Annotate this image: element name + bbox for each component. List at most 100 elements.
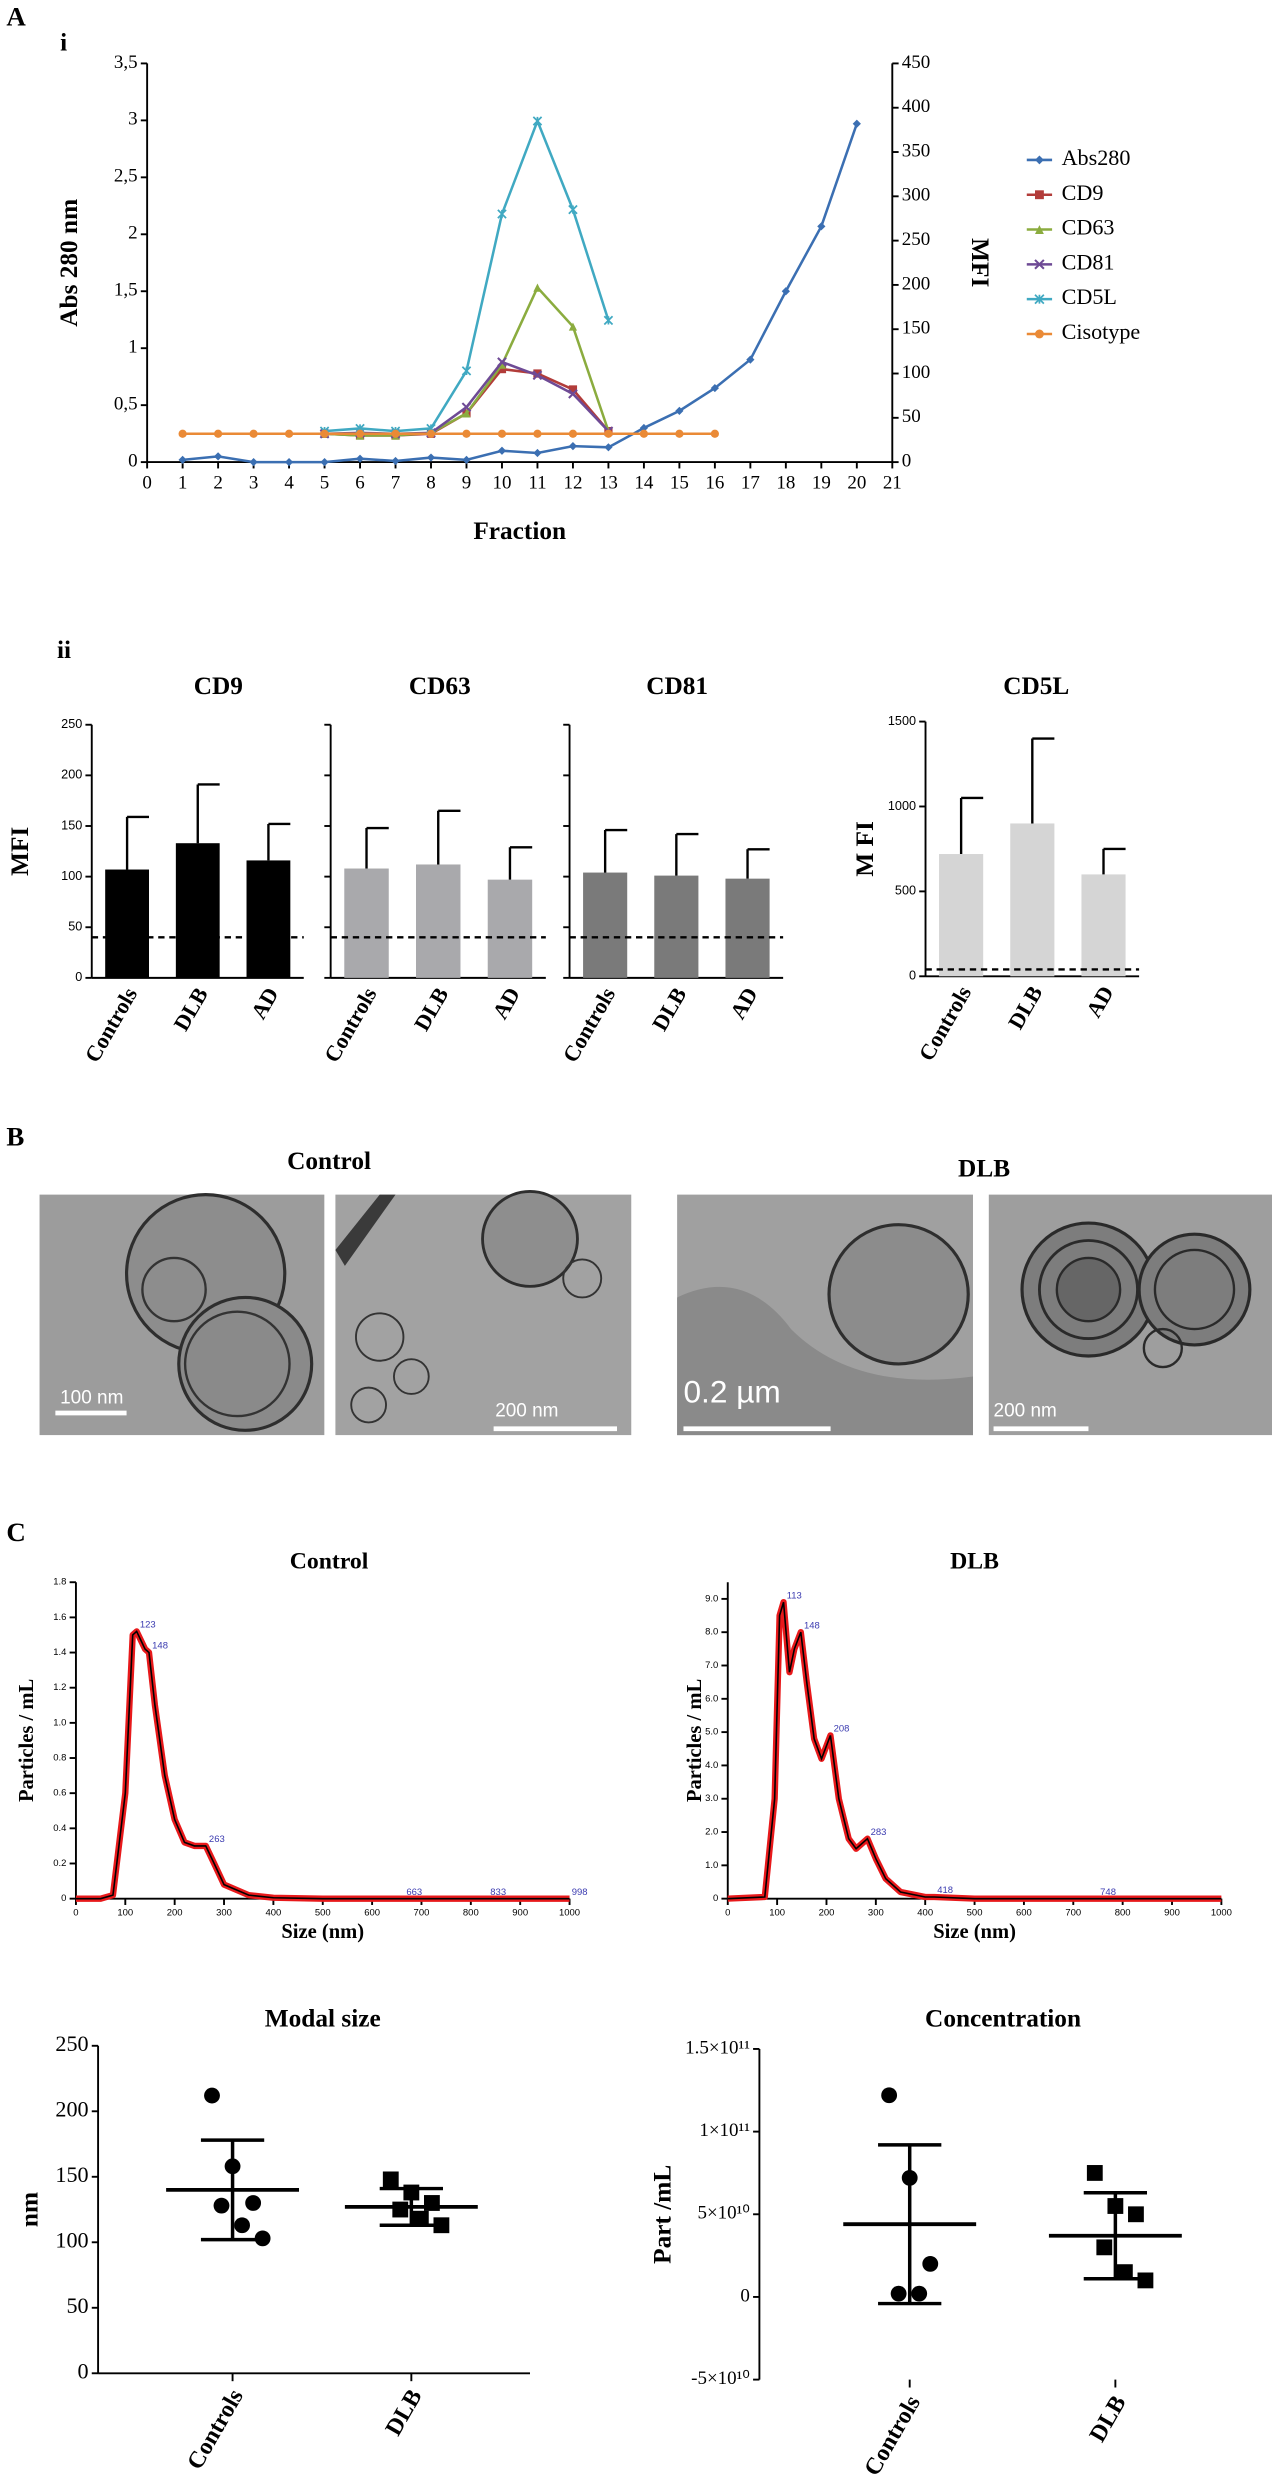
y-tick-label: 3,5 — [114, 52, 138, 73]
annotation: 418 — [937, 1885, 953, 1896]
marker — [533, 283, 542, 292]
marker — [568, 389, 578, 399]
x-tick-label: DLB — [647, 983, 692, 1035]
error-bar — [437, 809, 461, 865]
y-tick-label: 500 — [895, 884, 916, 898]
error-bar — [267, 822, 291, 861]
scale-bar-label: 200 nm — [495, 1400, 558, 1421]
marker — [392, 2201, 409, 2218]
marker — [852, 119, 861, 128]
bar — [416, 864, 461, 978]
x-tick-label: 300 — [216, 1907, 232, 1918]
x-tick-label: 100 — [769, 1907, 785, 1918]
annotation: 998 — [572, 1887, 588, 1898]
series-line — [324, 367, 610, 437]
x-tick-label: Controls — [914, 981, 977, 1065]
panel-label: ii — [57, 636, 71, 664]
y-tick-label: 1.0 — [53, 1717, 66, 1728]
y-tick-label: 0 — [713, 1893, 718, 1904]
marker — [710, 429, 719, 438]
x-tick-label: Controls — [182, 2385, 248, 2474]
y-axis-label: Abs 280 nm — [55, 199, 83, 327]
x-tick-label: 5 — [320, 473, 329, 494]
y-tick-label: 0.8 — [53, 1753, 66, 1764]
y-tick-label: 150 — [61, 818, 82, 832]
y-tick-label: 0 — [128, 450, 137, 471]
x-tick-label: 8 — [426, 473, 435, 494]
y-tick-label: 6.0 — [705, 1693, 718, 1704]
y-tick-label: 50 — [66, 2293, 88, 2318]
marker — [178, 455, 187, 464]
x-tick-label: Controls — [319, 983, 382, 1067]
x-tick-label: 13 — [599, 473, 618, 494]
marker — [1096, 2239, 1113, 2256]
panel-label: i — [60, 28, 67, 56]
y-tick-label: 1×10¹¹ — [699, 2120, 750, 2141]
x-tick-label: DLB — [168, 983, 213, 1035]
micrograph: 200 nm — [335, 1190, 632, 1436]
error-bar — [508, 846, 533, 880]
bar — [246, 860, 291, 978]
x-tick-label: 9 — [462, 473, 471, 494]
y-tick-label: 8.0 — [705, 1627, 718, 1638]
x-tick-label: 500 — [315, 1907, 331, 1918]
x-tick-label: 3 — [249, 473, 258, 494]
sd-bar — [878, 2143, 942, 2306]
y-axis-label: nm — [15, 2192, 43, 2227]
x-tick-label: 12 — [563, 473, 582, 494]
marker — [1034, 259, 1045, 270]
x-tick-label: 19 — [812, 473, 831, 494]
marker — [604, 429, 613, 438]
marker — [710, 383, 719, 393]
micrograph-title: Control — [287, 1147, 371, 1175]
y-tick-label: 0,5 — [114, 394, 138, 415]
marker — [533, 369, 542, 378]
annotation: 663 — [406, 1887, 422, 1898]
marker — [1035, 190, 1044, 200]
y-tick-label: 0.4 — [53, 1823, 66, 1834]
annotation: 113 — [787, 1590, 802, 1601]
x-tick-label: AD — [246, 983, 284, 1023]
sd-bar — [200, 2138, 265, 2242]
legend-label: Cisotype — [1062, 319, 1141, 344]
marker — [1034, 294, 1045, 305]
marker — [213, 429, 223, 438]
chart-title: Control — [290, 1549, 369, 1575]
marker — [603, 315, 614, 326]
y-tick-label: 350 — [902, 140, 930, 161]
marker — [922, 2255, 939, 2272]
chart-title: CD9 — [194, 672, 243, 700]
x-tick-label: 0 — [725, 1907, 730, 1918]
marker — [675, 406, 684, 415]
x-tick-label: DLB — [409, 983, 454, 1035]
x-tick-label: 600 — [1016, 1907, 1032, 1918]
marker — [781, 287, 790, 296]
marker — [604, 443, 613, 452]
marker — [249, 457, 258, 467]
error-bar — [603, 828, 628, 873]
x-tick-label: 2 — [213, 473, 222, 494]
marker — [568, 322, 578, 331]
marker — [890, 2285, 907, 2302]
x-tick-label: 800 — [463, 1907, 479, 1918]
y-tick-label: 1.6 — [53, 1612, 66, 1623]
x-tick-label: 500 — [967, 1907, 983, 1918]
y-tick-label: 200 — [902, 273, 930, 294]
series-line — [324, 117, 610, 433]
marker — [355, 429, 365, 438]
x-tick-label: 4 — [284, 473, 294, 494]
x-tick-label: 1000 — [1211, 1907, 1232, 1918]
marker — [391, 429, 400, 438]
bar — [175, 843, 220, 978]
y-tick-label: 1000 — [888, 799, 916, 813]
y2-axis-label: MFI — [966, 238, 994, 287]
x-tick-label: 15 — [670, 473, 689, 494]
panel-label: B — [6, 1121, 24, 1151]
series-line — [75, 1630, 570, 1900]
bar — [1081, 874, 1126, 977]
x-tick-label: AD — [725, 983, 763, 1023]
marker — [204, 2087, 220, 2104]
bar — [583, 872, 628, 978]
marker — [911, 2285, 928, 2302]
marker — [462, 409, 471, 418]
